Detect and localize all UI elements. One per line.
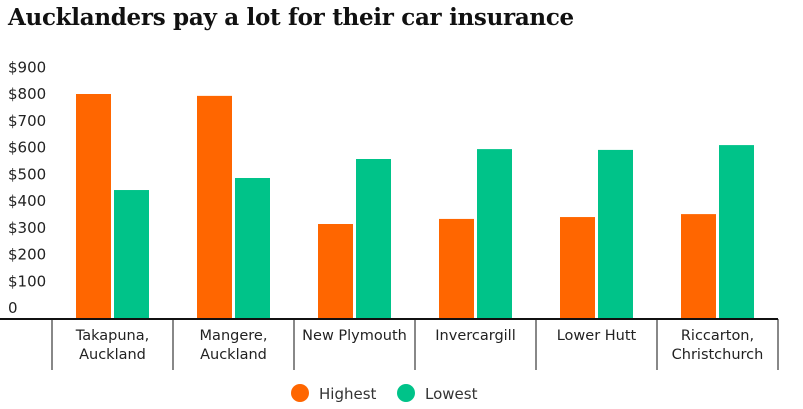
- bar-highest: [560, 217, 595, 318]
- legend-label: Highest: [319, 385, 377, 403]
- y-tick-label: $800: [8, 85, 46, 103]
- bar-highest: [197, 95, 232, 318]
- x-tick-label: Lower Hutt: [557, 328, 637, 344]
- x-tick-label: Auckland: [79, 347, 146, 363]
- y-tick-label: $700: [8, 112, 46, 130]
- bar-lowest: [356, 159, 391, 318]
- y-tick-label: $600: [8, 139, 46, 157]
- legend-swatch-lowest: [397, 384, 415, 402]
- chart-title: Aucklanders pay a lot for their car insu…: [8, 4, 574, 31]
- x-tick-label: Auckland: [200, 347, 267, 363]
- x-tick-label: Mangere,: [200, 328, 268, 344]
- y-tick-label: $900: [8, 58, 46, 76]
- x-tick-label: Invercargill: [435, 328, 515, 344]
- x-tick-label: Takapuna,: [75, 328, 149, 344]
- x-tick-label: New Plymouth: [302, 328, 407, 344]
- bar-lowest: [114, 190, 149, 318]
- y-tick-label: $400: [8, 192, 46, 210]
- bar-highest: [318, 224, 353, 318]
- bar-lowest: [719, 145, 754, 318]
- y-tick-label: $200: [8, 246, 46, 264]
- x-tick-label: Christchurch: [672, 347, 764, 363]
- y-tick-label: 0: [8, 299, 18, 317]
- y-tick-label: $500: [8, 165, 46, 183]
- x-tick-label: Riccarton,: [681, 328, 754, 344]
- bar-lowest: [477, 149, 512, 318]
- bar-highest: [681, 214, 716, 318]
- bar-lowest: [235, 177, 270, 318]
- y-tick-label: $300: [8, 219, 46, 237]
- bar-highest: [76, 94, 111, 318]
- bar-highest: [439, 218, 474, 318]
- bar-lowest: [598, 149, 633, 318]
- legend-swatch-highest: [291, 384, 309, 402]
- y-tick-label: $100: [8, 272, 46, 290]
- legend-label: Lowest: [425, 385, 478, 403]
